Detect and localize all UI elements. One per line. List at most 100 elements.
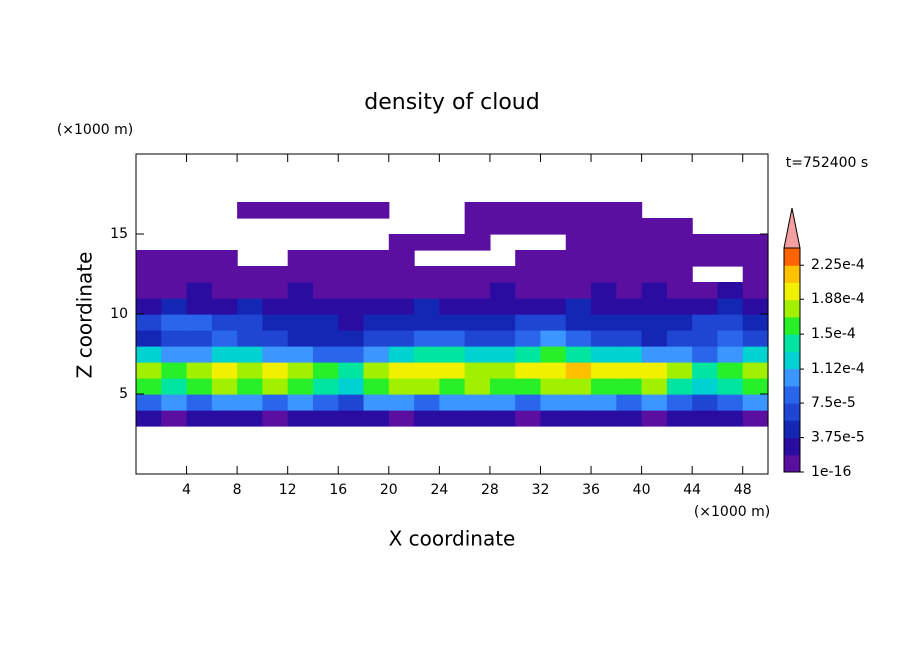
contour-cell bbox=[464, 410, 491, 427]
contour-cell bbox=[161, 330, 188, 347]
contour-cell bbox=[540, 266, 567, 283]
contour-cell bbox=[136, 266, 162, 283]
contour-cell bbox=[312, 410, 339, 427]
contour-cell bbox=[161, 266, 188, 283]
contour-cell bbox=[338, 266, 365, 283]
contour-cell bbox=[186, 314, 213, 331]
contour-cell bbox=[464, 202, 491, 219]
contour-cell bbox=[515, 250, 542, 267]
contour-cell bbox=[591, 218, 617, 235]
contour-cell bbox=[211, 410, 238, 427]
contour-cell bbox=[414, 314, 440, 331]
contour-cell bbox=[338, 362, 365, 379]
colorbar-band bbox=[784, 385, 800, 404]
contour-cell bbox=[515, 330, 542, 347]
contour-cell bbox=[262, 394, 289, 411]
colorbar-tick-label: 1.12e-4 bbox=[811, 361, 865, 377]
colorbar-tick-label: 3.75e-5 bbox=[811, 430, 865, 446]
contour-cell bbox=[616, 314, 643, 331]
contour-cell bbox=[414, 234, 440, 251]
contour-cell bbox=[363, 298, 390, 315]
contour-cell bbox=[692, 298, 719, 315]
contour-cell bbox=[237, 266, 263, 283]
contour-cell bbox=[540, 314, 567, 331]
contour-cell bbox=[439, 378, 466, 395]
contour-cell bbox=[237, 330, 263, 347]
contour-cell bbox=[717, 330, 744, 347]
contour-cell bbox=[338, 202, 365, 219]
contour-cell bbox=[515, 378, 542, 395]
contour-cell bbox=[312, 330, 339, 347]
contour-cell bbox=[565, 394, 592, 411]
contour-cell bbox=[312, 378, 339, 395]
contour-cell bbox=[338, 298, 365, 315]
contour-cell bbox=[388, 282, 415, 299]
contour-cell bbox=[464, 330, 491, 347]
contour-cell bbox=[742, 330, 769, 347]
contour-cell bbox=[186, 346, 213, 363]
contour-cell bbox=[641, 298, 668, 315]
contour-cell bbox=[237, 346, 263, 363]
contour-cell bbox=[742, 378, 769, 395]
contour-cell bbox=[616, 298, 643, 315]
contour-cell bbox=[338, 410, 365, 427]
contour-cell bbox=[666, 394, 693, 411]
contour-cell bbox=[262, 266, 289, 283]
contour-cell bbox=[363, 250, 390, 267]
contour-cell bbox=[186, 266, 213, 283]
x-tick-label: 16 bbox=[329, 482, 347, 498]
contour-cell bbox=[489, 394, 516, 411]
contour-cell bbox=[489, 266, 516, 283]
contour-cell bbox=[717, 234, 744, 251]
contour-cell bbox=[641, 282, 668, 299]
contour-cell bbox=[616, 394, 643, 411]
contour-cell bbox=[540, 330, 567, 347]
colorbar-band bbox=[784, 454, 800, 473]
contour-cell bbox=[565, 282, 592, 299]
contour-cell bbox=[742, 394, 769, 411]
contour-cell bbox=[439, 282, 466, 299]
contour-cell bbox=[717, 394, 744, 411]
contour-cell bbox=[692, 378, 719, 395]
contour-cell bbox=[489, 346, 516, 363]
contour-cell bbox=[717, 346, 744, 363]
contour-cell bbox=[489, 282, 516, 299]
contour-cell bbox=[262, 330, 289, 347]
contour-cell bbox=[464, 298, 491, 315]
contour-cell bbox=[388, 266, 415, 283]
contour-cell bbox=[641, 314, 668, 331]
contour-cell bbox=[237, 410, 263, 427]
x-tick-label: 20 bbox=[380, 482, 398, 498]
contour-cell bbox=[312, 314, 339, 331]
colorbar-band bbox=[784, 351, 800, 370]
colorbar-tick-label: 1.88e-4 bbox=[811, 291, 865, 307]
contour-cell bbox=[388, 410, 415, 427]
contour-cell bbox=[439, 394, 466, 411]
contour-cell bbox=[742, 266, 769, 283]
contour-cell bbox=[237, 394, 263, 411]
contour-cell bbox=[464, 234, 491, 251]
contour-cell bbox=[540, 410, 567, 427]
contour-cell bbox=[717, 250, 744, 267]
contour-cell bbox=[262, 410, 289, 427]
contour-cell bbox=[540, 218, 567, 235]
contour-cell bbox=[136, 298, 162, 315]
colorbar-band bbox=[784, 403, 800, 421]
x-tick-label: 4 bbox=[182, 482, 191, 498]
contour-cell bbox=[641, 330, 668, 347]
colorbar-tick-label: 1.5e-4 bbox=[811, 326, 856, 342]
contour-cell bbox=[591, 378, 617, 395]
contour-cell bbox=[742, 234, 769, 251]
contour-cell bbox=[312, 250, 339, 267]
contour-cell bbox=[565, 378, 592, 395]
contour-cell bbox=[312, 298, 339, 315]
contour-cell bbox=[186, 394, 213, 411]
contour-cell bbox=[287, 202, 314, 219]
contour-cell bbox=[666, 314, 693, 331]
contour-cell bbox=[363, 314, 390, 331]
contour-cell bbox=[692, 314, 719, 331]
contour-cell bbox=[666, 410, 693, 427]
x-tick-label: 44 bbox=[683, 482, 701, 498]
contour-cell bbox=[692, 234, 719, 251]
contour-cell bbox=[641, 346, 668, 363]
